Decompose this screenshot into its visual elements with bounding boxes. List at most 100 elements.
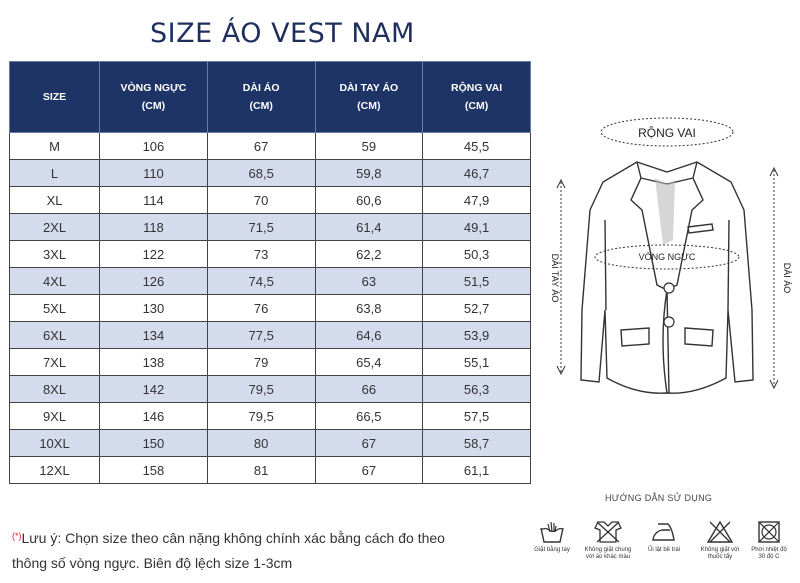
note-line-2: thông số vòng ngực. Biên độ lệch size 1-… [12,555,293,571]
jacket-diagram: RỘNG VAI VÒNG NGỰC DÀI TAY ÁO DÀI ÁO [550,117,792,394]
cell-size: L [8,159,101,187]
table-row: 5XL 130 76 63,8 52,7 [8,294,531,322]
cell-chest: 118 [99,213,208,241]
cell-length: 73 [206,240,316,268]
guide-title: HƯỚNG DẪN SỬ DỤNG [605,493,713,503]
cell-shoulder: 47,9 [422,186,531,214]
header-text: (CM) [357,100,381,112]
cell-chest: 130 [99,294,208,322]
cell-sleeve: 67 [314,456,424,484]
cell-shoulder: 52,7 [422,294,531,322]
cell-chest: 106 [99,132,208,160]
cell-sleeve: 64,6 [314,321,424,349]
cell-shoulder: 51,5 [422,267,531,295]
iron-reverse-icon [652,523,675,541]
size-note: (*)Lưu ý: Chọn size theo cân nặng không … [12,526,445,576]
cell-chest: 146 [99,402,208,430]
cell-shoulder: 61,1 [422,456,531,484]
cell-size: XL [8,186,101,214]
table-header-row: SIZE VÒNG NGỰC (CM) DÀI ÁO (CM) DÀI TAY ÁO… [8,61,531,133]
cell-chest: 114 [99,186,208,214]
cell-sleeve: 63,8 [314,294,424,322]
care-label-3: Không giặt với thuốc tẩy [700,547,740,560]
table-row: 3XL 122 73 62,2 50,3 [8,240,531,268]
cell-sleeve: 67 [314,429,424,457]
table-row: 2XL 118 71,5 61,4 49,1 [8,213,531,241]
page-title: SIZE ÁO VEST NAM [150,18,415,49]
cell-size: 7XL [8,348,101,376]
cell-sleeve: 59,8 [314,159,424,187]
cell-chest: 110 [99,159,208,187]
table-row: 8XL 142 79,5 66 56,3 [8,375,531,403]
chest-label: VÒNG NGỰC [639,252,696,262]
hand-wash-icon [540,521,564,543]
care-item-hand-wash: Giặt bằng tay [524,520,580,554]
cell-sleeve: 65,4 [314,348,424,376]
header-text: DÀI TAY ÁO [339,82,399,94]
header-chest: VÒNG NGỰC (CM) [99,61,208,133]
care-label-2: Ủi lật bề trái [647,547,680,553]
cell-length: 77,5 [206,321,316,349]
header-sleeve: DÀI TAY ÁO (CM) [314,61,424,133]
cell-sleeve: 61,4 [314,213,424,241]
cell-chest: 138 [99,348,208,376]
table-row: L 110 68,5 59,8 46,7 [8,159,531,187]
care-label-0: Giặt bằng tay [534,547,570,553]
cell-size: 12XL [8,456,101,484]
header-text: (CM) [249,100,273,112]
cell-shoulder: 55,1 [422,348,531,376]
sleeve-label: DÀI TAY ÁO [550,254,560,303]
care-item-no-bleach: Không giặt với thuốc tẩy [692,520,748,561]
table-row: 6XL 134 77,5 64,6 53,9 [8,321,531,349]
cell-sleeve: 66 [314,375,424,403]
note-line-1: Lưu ý: Chọn size theo cân nặng không chí… [21,530,445,546]
care-item-no-mixed: Không giặt chung với áo khác màu [580,520,636,561]
cell-shoulder: 58,7 [422,429,531,457]
tumble-dry-icon [758,521,780,543]
cell-chest: 122 [99,240,208,268]
cell-shoulder: 46,7 [422,159,531,187]
cell-length: 81 [206,456,316,484]
cell-shoulder: 57,5 [422,402,531,430]
care-label-4: Phơi nhiệt độ 30 độ C [751,547,787,560]
cell-shoulder: 45,5 [422,132,531,160]
note-marker: (*) [12,531,22,541]
care-item-dry: Phơi nhiệt độ 30 độ C [741,520,797,561]
cell-length: 79,5 [206,402,316,430]
size-table: SIZE VÒNG NGỰC (CM) DÀI ÁO (CM) DÀI TAY ÁO… [8,61,531,484]
table-row: M 106 67 59 45,5 [8,132,531,160]
header-shoulder: RỘNG VAI (CM) [422,61,531,133]
cell-shoulder: 49,1 [422,213,531,241]
header-text: VÒNG NGỰC [120,82,187,94]
header-text: (CM) [141,100,166,112]
cell-size: 2XL [8,213,101,241]
cell-sleeve: 63 [314,267,424,295]
header-text: RỘNG VAI [451,82,503,94]
cell-length: 80 [206,429,316,457]
cell-length: 70 [206,186,316,214]
cell-chest: 134 [99,321,208,349]
cell-chest: 142 [99,375,208,403]
care-item-iron: Ủi lật bề trái [636,520,692,554]
cell-size: 6XL [8,321,101,349]
length-label: DÀI ÁO [782,263,792,294]
header-length: DÀI ÁO (CM) [206,61,316,133]
cell-shoulder: 50,3 [422,240,531,268]
cell-size: 5XL [8,294,101,322]
cell-length: 68,5 [206,159,316,187]
table-row: 7XL 138 79 65,4 55,1 [8,348,531,376]
cell-length: 79,5 [206,375,316,403]
cell-size: 4XL [8,267,101,295]
cell-length: 71,5 [206,213,316,241]
cell-size: M [8,132,101,160]
cell-chest: 150 [99,429,208,457]
no-mixed-wash-icon [594,521,622,543]
cell-length: 74,5 [206,267,316,295]
cell-size: 9XL [8,402,101,430]
no-bleach-icon [706,520,734,543]
cell-length: 79 [206,348,316,376]
cell-chest: 158 [99,456,208,484]
care-label-1: Không giặt chung với áo khác màu [584,547,632,560]
header-text: (CM) [464,100,489,112]
cell-size: 8XL [8,375,101,403]
